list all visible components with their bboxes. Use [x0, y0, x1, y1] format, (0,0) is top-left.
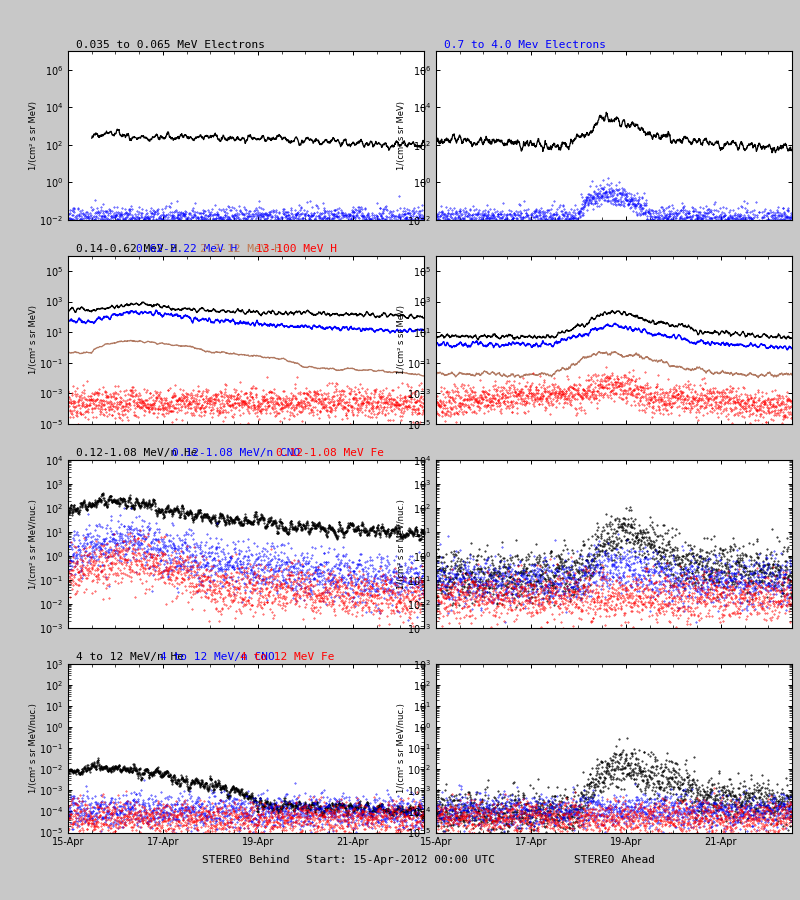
- Y-axis label: 1/(cm² s sr MeV): 1/(cm² s sr MeV): [29, 305, 38, 374]
- Text: STEREO Ahead: STEREO Ahead: [574, 855, 654, 865]
- Text: 2.2-12 MeV H: 2.2-12 MeV H: [200, 244, 281, 254]
- Text: 0.12-1.08 MeV/n CNO: 0.12-1.08 MeV/n CNO: [172, 448, 300, 458]
- Y-axis label: 1/(cm² s sr MeV): 1/(cm² s sr MeV): [397, 101, 406, 170]
- Y-axis label: 1/(cm² s sr MeV/nuc.): 1/(cm² s sr MeV/nuc.): [397, 704, 406, 793]
- Text: 4 to 12 MeV/n CNO: 4 to 12 MeV/n CNO: [160, 652, 274, 662]
- Y-axis label: 1/(cm² s sr MeV/nuc.): 1/(cm² s sr MeV/nuc.): [29, 500, 38, 589]
- Y-axis label: 1/(cm² s sr MeV): 1/(cm² s sr MeV): [29, 101, 38, 170]
- Y-axis label: 1/(cm² s sr MeV/nuc.): 1/(cm² s sr MeV/nuc.): [397, 500, 406, 589]
- Text: 0.12-1.08 MeV Fe: 0.12-1.08 MeV Fe: [276, 448, 384, 458]
- Y-axis label: 1/(cm² s sr MeV/nuc.): 1/(cm² s sr MeV/nuc.): [29, 704, 38, 793]
- Text: 0.12-1.08 MeV/n He: 0.12-1.08 MeV/n He: [76, 448, 198, 458]
- Text: 4 to 12 MeV/n He: 4 to 12 MeV/n He: [76, 652, 184, 662]
- Text: 4 to 12 MeV Fe: 4 to 12 MeV Fe: [240, 652, 334, 662]
- Text: 0.14-0.62 MeV H: 0.14-0.62 MeV H: [76, 244, 178, 254]
- Y-axis label: 1/(cm² s sr MeV): 1/(cm² s sr MeV): [397, 305, 406, 374]
- Text: Start: 15-Apr-2012 00:00 UTC: Start: 15-Apr-2012 00:00 UTC: [306, 855, 494, 865]
- Text: 13-100 MeV H: 13-100 MeV H: [256, 244, 337, 254]
- Text: 0.62-2.22 MeV H: 0.62-2.22 MeV H: [136, 244, 238, 254]
- Text: 0.7 to 4.0 Mev Electrons: 0.7 to 4.0 Mev Electrons: [444, 40, 606, 50]
- Text: 0.035 to 0.065 MeV Electrons: 0.035 to 0.065 MeV Electrons: [76, 40, 265, 50]
- Text: STEREO Behind: STEREO Behind: [202, 855, 290, 865]
